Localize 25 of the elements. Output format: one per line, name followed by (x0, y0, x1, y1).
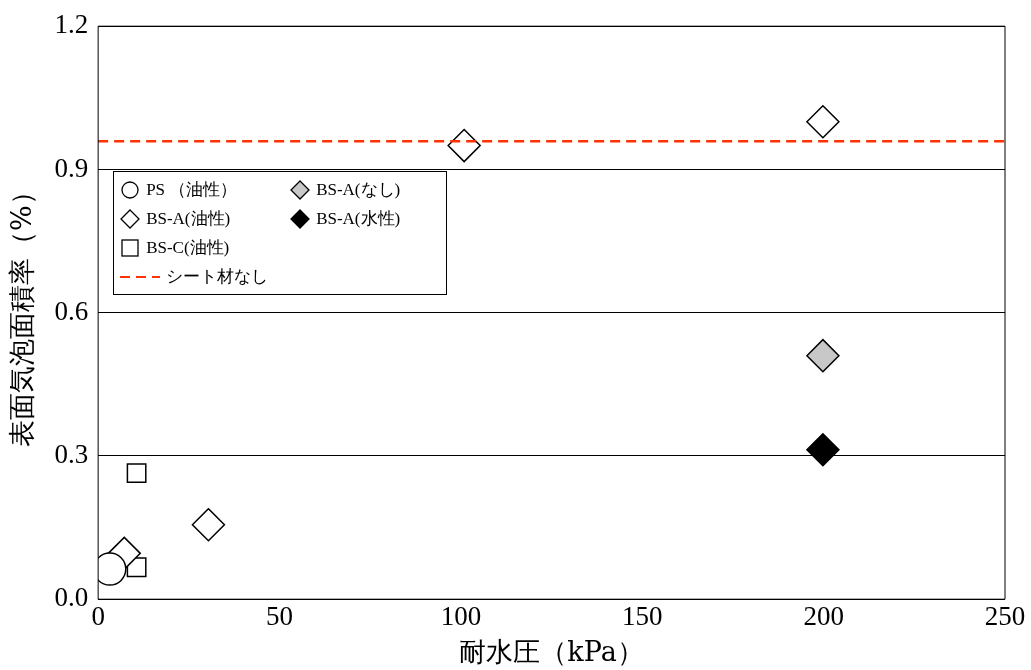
x-tick-label: 200 (803, 601, 844, 632)
legend-label: BS-A(油性) (146, 208, 231, 231)
x-axis-title: 耐水圧（kPa） (459, 635, 644, 667)
point (126, 463, 147, 484)
y-tick-label: 0.0 (54, 582, 89, 613)
point (191, 507, 226, 542)
point (806, 338, 840, 373)
point (806, 432, 840, 467)
x-tick-label: 250 (984, 601, 1026, 632)
legend-label: BS-A(なし) (316, 179, 401, 202)
y-tick-label: 0.9 (54, 152, 89, 183)
y-tick-label: 1.2 (54, 9, 89, 40)
y-axis-title: 表面気泡面積率（%） (6, 178, 38, 448)
legend-label: BS-A(水性) (316, 208, 401, 231)
legend-label: BS-C(油性) (146, 237, 230, 260)
x-tick-label: 150 (622, 601, 663, 632)
y-tick-label: 0.6 (54, 295, 89, 326)
x-tick-label: 0 (91, 601, 105, 632)
x-tick-label: 100 (440, 601, 482, 632)
point (447, 128, 481, 163)
x-tick-label: 50 (266, 601, 294, 632)
legend-label: PS （油性） (146, 179, 238, 202)
point (806, 104, 840, 139)
legend-label: シート材なし (166, 266, 269, 289)
y-tick-label: 0.3 (54, 439, 89, 470)
